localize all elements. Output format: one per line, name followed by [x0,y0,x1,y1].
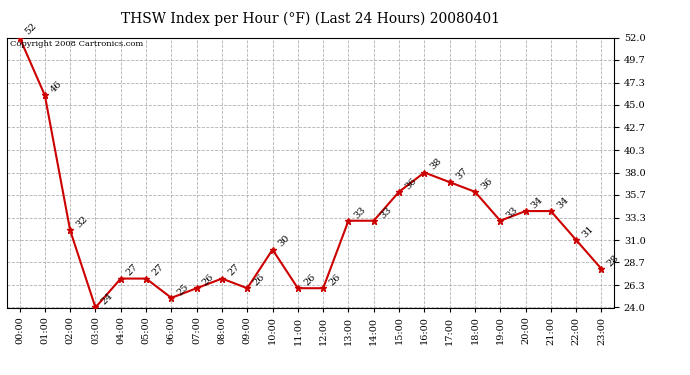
Text: 26: 26 [251,272,266,287]
Text: Copyright 2008 Cartronics.com: Copyright 2008 Cartronics.com [10,40,144,48]
Text: 26: 26 [302,272,317,287]
Text: 36: 36 [403,176,418,191]
Text: 34: 34 [555,195,570,210]
Text: 37: 37 [454,166,469,182]
Text: 24: 24 [99,291,115,307]
Text: 32: 32 [75,214,90,230]
Text: 36: 36 [479,176,494,191]
Text: 33: 33 [504,205,520,220]
Text: 28: 28 [606,253,621,268]
Text: 38: 38 [428,157,444,172]
Text: 34: 34 [530,195,545,210]
Text: 27: 27 [125,262,140,278]
Text: 26: 26 [327,272,342,287]
Text: 46: 46 [49,80,64,94]
Text: 26: 26 [201,272,216,287]
Text: 33: 33 [353,205,368,220]
Text: 27: 27 [226,262,242,278]
Text: 25: 25 [175,282,190,297]
Text: 33: 33 [378,205,393,220]
Text: 31: 31 [580,224,595,239]
Text: 27: 27 [150,262,166,278]
Text: 52: 52 [23,22,39,37]
Text: THSW Index per Hour (°F) (Last 24 Hours) 20080401: THSW Index per Hour (°F) (Last 24 Hours)… [121,11,500,26]
Text: 30: 30 [277,234,292,249]
